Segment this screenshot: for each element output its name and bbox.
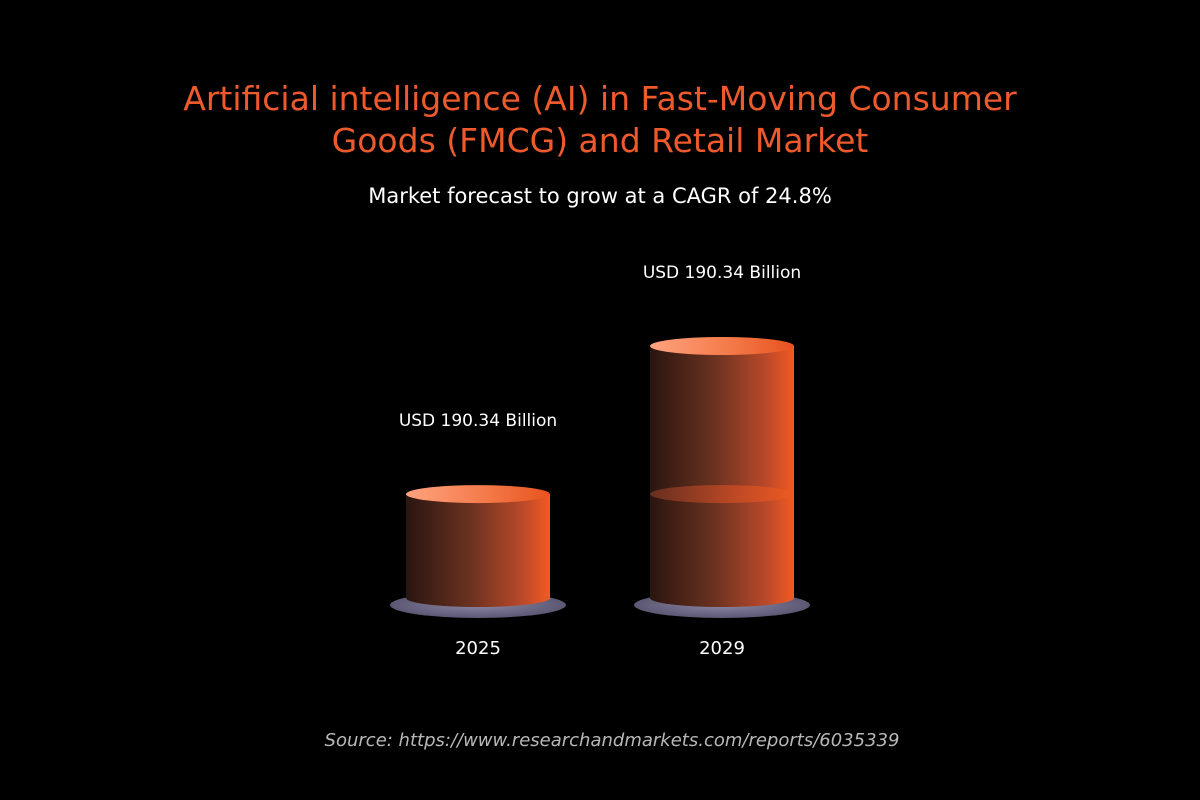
chart-title-line-2: Goods (FMCG) and Retail Market — [331, 121, 869, 160]
chart-title-line-1: Artificial intelligence (AI) in Fast-Mov… — [183, 79, 1017, 118]
chart-subtitle: Market forecast to grow at a CAGR of 24.… — [368, 184, 832, 208]
bar-2029: USD 190.34 Billion 2029 — [634, 263, 810, 659]
bar-top-cap — [650, 337, 794, 355]
chart-title: Artificial intelligence (AI) in Fast-Mov… — [0, 78, 1200, 162]
bar-2025: USD 190.34 Billion 2025 — [390, 411, 566, 659]
bar-body — [406, 494, 550, 607]
bar-body — [650, 346, 794, 607]
bar-value-label: USD 190.34 Billion — [643, 263, 801, 283]
bar-value-label: USD 190.34 Billion — [399, 411, 557, 431]
bar-segment-ring — [650, 485, 794, 504]
x-tick-label: 2029 — [699, 638, 745, 659]
source-citation: Source: https://www.researchandmarkets.c… — [324, 730, 900, 751]
x-tick-label: 2025 — [455, 638, 501, 659]
bar-top-cap — [406, 485, 550, 504]
